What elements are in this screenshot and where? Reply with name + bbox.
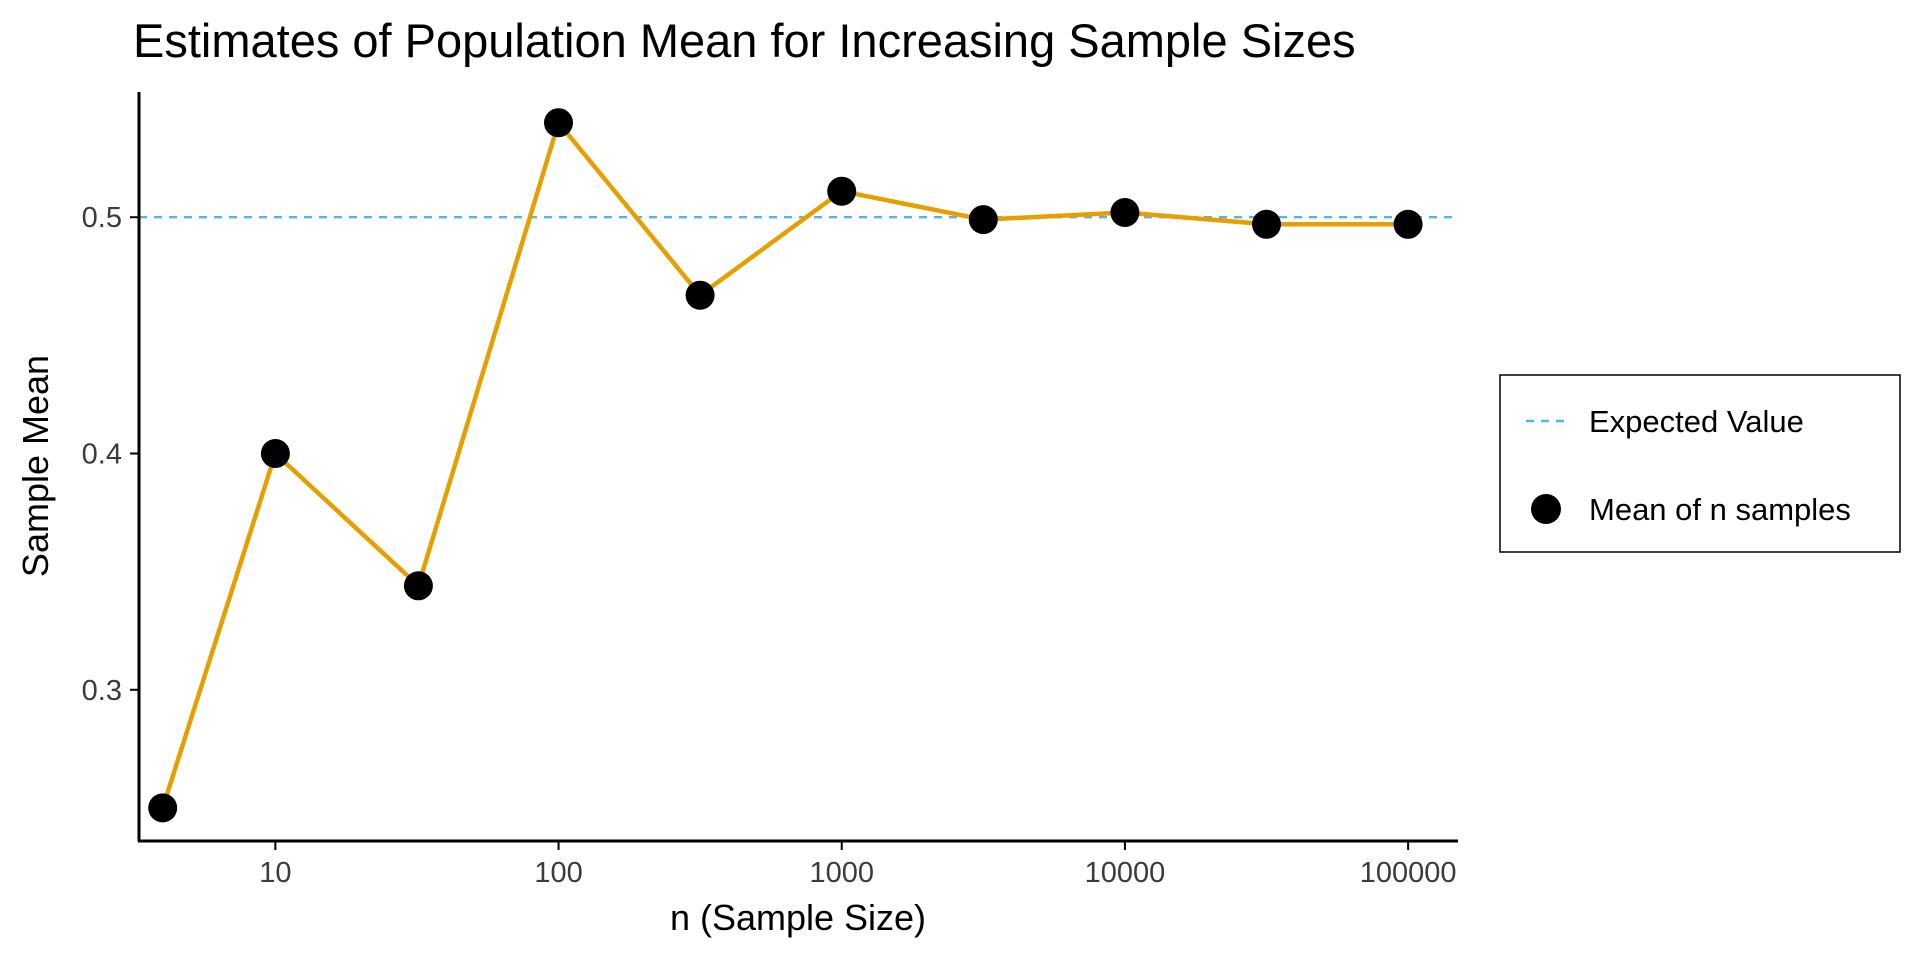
chart-title: Estimates of Population Mean for Increas… <box>133 14 1356 67</box>
legend: Expected Value Mean of n samples <box>1499 374 1901 553</box>
y-axis-ticks: 0.3 0.4 0.5 <box>82 202 139 707</box>
x-tick-label: 10000 <box>1085 857 1166 889</box>
legend-box <box>1499 374 1901 553</box>
legend-label-sample-mean: Mean of n samples <box>1589 492 1851 527</box>
x-tick-label: 100000 <box>1360 857 1457 889</box>
data-point <box>260 439 290 468</box>
y-axis-title: Sample Mean <box>15 355 56 577</box>
data-point <box>827 176 857 206</box>
y-tick-label: 0.5 <box>82 202 122 234</box>
x-tick-label: 100 <box>534 857 582 889</box>
y-tick-label: 0.3 <box>82 675 122 707</box>
data-point <box>148 793 178 823</box>
data-point <box>968 205 998 235</box>
x-tick-label: 10 <box>259 857 291 889</box>
x-tick-label: 1000 <box>809 857 874 889</box>
legend-key-sample-mean <box>1531 494 1561 524</box>
plot-area <box>139 108 1458 823</box>
data-point <box>544 108 573 138</box>
data-point <box>1393 209 1423 239</box>
data-point <box>403 571 433 601</box>
data-point <box>1252 209 1281 239</box>
y-tick-label: 0.4 <box>82 439 122 471</box>
legend-label-expected-value: Expected Value <box>1589 404 1804 439</box>
x-axis-ticks: 10 100 1000 10000 100000 <box>259 841 1457 889</box>
data-point <box>685 280 715 310</box>
data-point <box>1110 198 1140 227</box>
x-axis-title: n (Sample Size) <box>670 897 926 938</box>
series-line <box>160 120 1409 809</box>
